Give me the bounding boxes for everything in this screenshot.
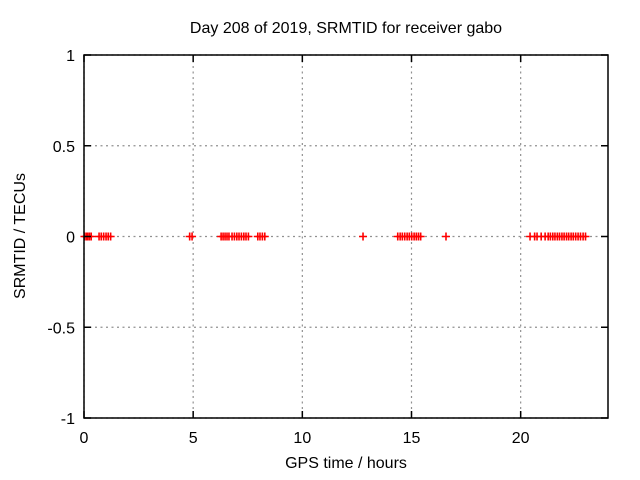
y-tick-label: -1 (61, 411, 75, 428)
chart-title: Day 208 of 2019, SRMTID for receiver gab… (190, 20, 502, 37)
x-axis-label: GPS time / hours (285, 455, 407, 472)
data-point-marker (441, 232, 450, 241)
axis-ticks (83, 54, 608, 419)
x-tick-labels: 0 5 10 15 20 (80, 430, 530, 447)
x-tick-label: 0 (80, 430, 89, 447)
y-tick-label: 1 (66, 48, 75, 65)
x-tick-label: 20 (512, 430, 530, 447)
x-tick-label: 10 (293, 430, 311, 447)
y-tick-label: 0 (66, 230, 75, 247)
data-point-marker (188, 232, 197, 241)
y-tick-labels: -1 -0.5 0 0.5 1 (47, 48, 75, 428)
data-point-marker (106, 232, 115, 241)
data-point-marker (359, 232, 368, 241)
y-tick-label: 0.5 (53, 139, 75, 156)
x-tick-label: 15 (403, 430, 421, 447)
data-point-marker (581, 232, 590, 241)
data-point-marker (416, 232, 425, 241)
data-point-marker (244, 232, 253, 241)
data-point-marker (260, 232, 269, 241)
x-tick-label: 5 (189, 430, 198, 447)
y-tick-label: -0.5 (47, 320, 75, 337)
y-axis-label: SRMTID / TECUs (12, 173, 29, 299)
